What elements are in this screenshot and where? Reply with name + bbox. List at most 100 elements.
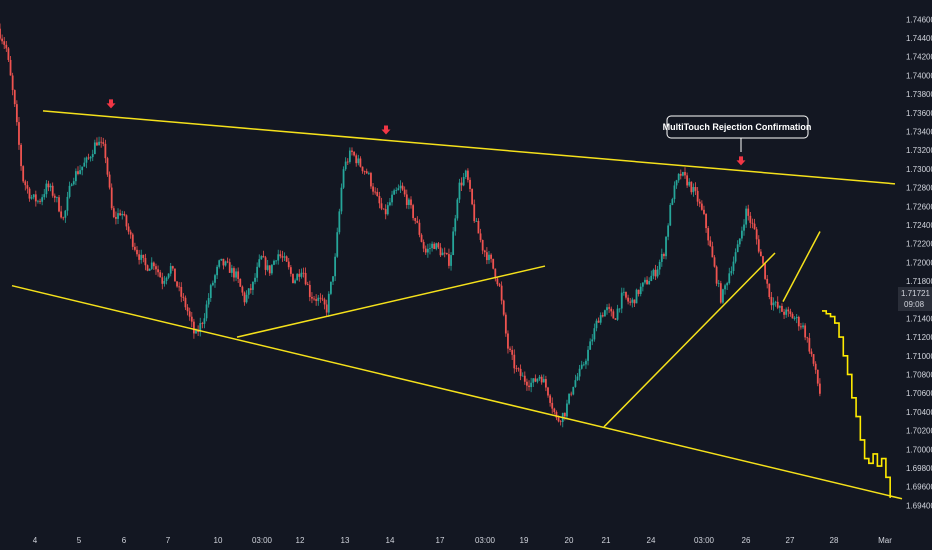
candle-body bbox=[292, 273, 294, 283]
candle-body bbox=[321, 298, 324, 300]
candle-body bbox=[117, 213, 119, 219]
candle-body bbox=[79, 170, 81, 174]
candle-body bbox=[776, 301, 779, 308]
trendline-lower-support[interactable] bbox=[11, 284, 903, 500]
trendline-inner-support-1[interactable] bbox=[236, 265, 546, 338]
candle-body bbox=[660, 254, 663, 262]
candle-body bbox=[199, 323, 202, 333]
candle-body bbox=[789, 311, 792, 314]
candle-body bbox=[656, 269, 659, 277]
time-tick-label: 24 bbox=[647, 536, 656, 545]
candle-body bbox=[509, 348, 511, 351]
candle-body bbox=[422, 241, 425, 249]
candle-body bbox=[688, 181, 691, 186]
candle-body bbox=[355, 155, 358, 164]
trendline-inner-support-2[interactable] bbox=[603, 252, 776, 428]
candle-body bbox=[372, 186, 374, 192]
candle-body bbox=[671, 199, 674, 205]
candle-body bbox=[222, 258, 225, 266]
candle-body bbox=[311, 296, 313, 299]
candle-body bbox=[395, 190, 398, 191]
candle-body bbox=[262, 256, 265, 258]
candle-body bbox=[45, 183, 48, 195]
candle-body bbox=[412, 205, 415, 219]
candle-body bbox=[407, 199, 410, 205]
candle-body bbox=[800, 326, 802, 328]
candle-body bbox=[521, 375, 524, 377]
candle-body bbox=[462, 177, 465, 186]
candle-body bbox=[667, 225, 670, 237]
candle-body bbox=[220, 258, 223, 261]
candle-body bbox=[793, 318, 796, 319]
candle-body bbox=[205, 304, 208, 319]
candle-body bbox=[726, 283, 729, 286]
candle-body bbox=[818, 383, 821, 394]
price-tick-label: 1.71200 bbox=[906, 333, 932, 342]
candlestick-series bbox=[0, 23, 821, 428]
candle-body bbox=[133, 246, 136, 250]
candle-body bbox=[530, 382, 533, 388]
candle-body bbox=[639, 286, 642, 295]
candle-body bbox=[492, 258, 495, 269]
candle-body bbox=[500, 285, 503, 301]
candle-body bbox=[226, 261, 229, 263]
candle-body bbox=[127, 226, 130, 232]
candle-body bbox=[795, 317, 798, 319]
candle-body bbox=[49, 185, 52, 188]
candle-body bbox=[123, 213, 126, 216]
time-tick-label: 27 bbox=[786, 536, 795, 545]
candle-body bbox=[332, 276, 334, 282]
candle-body bbox=[576, 376, 579, 381]
candle-body bbox=[551, 402, 554, 409]
candle-body bbox=[439, 247, 442, 256]
candle-body bbox=[724, 285, 726, 290]
candle-body bbox=[635, 289, 638, 304]
candle-body bbox=[452, 231, 455, 256]
candle-body bbox=[700, 203, 703, 210]
candle-body bbox=[772, 302, 775, 306]
candle-body bbox=[186, 307, 189, 312]
candle-body bbox=[338, 211, 341, 233]
candle-body bbox=[471, 188, 474, 205]
candle-body bbox=[15, 104, 18, 123]
trendline-upper-resistance[interactable] bbox=[42, 110, 896, 185]
price-tick-label: 1.73400 bbox=[906, 127, 932, 136]
candle-body bbox=[201, 323, 204, 324]
candle-body bbox=[479, 233, 482, 240]
trendlines[interactable] bbox=[11, 110, 903, 500]
candle-body bbox=[722, 289, 724, 303]
current-price-value: 1.71721 bbox=[901, 289, 930, 298]
candle-body bbox=[323, 299, 326, 305]
candle-body bbox=[96, 142, 98, 146]
candle-body bbox=[279, 254, 282, 257]
trendline-inner-support-3[interactable] bbox=[782, 231, 821, 302]
candle-body bbox=[620, 292, 623, 309]
candle-body bbox=[197, 330, 200, 333]
price-axis[interactable]: 1.74600 1.74400 1.74200 1.74000 1.73800 1.736… bbox=[906, 15, 932, 510]
candle-body bbox=[749, 215, 752, 223]
candle-body bbox=[781, 306, 783, 312]
candle-body bbox=[7, 48, 10, 60]
candle-body bbox=[207, 298, 210, 305]
candle-body bbox=[241, 286, 244, 293]
price-tick-label: 1.74400 bbox=[906, 34, 932, 43]
price-tick-label: 1.74600 bbox=[906, 15, 932, 24]
candle-body bbox=[91, 154, 94, 158]
candle-body bbox=[325, 304, 328, 313]
candle-body bbox=[47, 183, 50, 188]
annotation-callout[interactable]: MultiTouch Rejection Confirmation bbox=[663, 115, 812, 152]
candle-body bbox=[806, 337, 809, 339]
candle-body bbox=[751, 222, 754, 224]
candle-body bbox=[768, 283, 771, 297]
candle-body bbox=[690, 181, 693, 193]
candle-body bbox=[410, 199, 412, 206]
candle-body bbox=[692, 187, 695, 193]
candle-body bbox=[429, 248, 431, 249]
price-tick-label: 1.70600 bbox=[906, 389, 932, 398]
candle-body bbox=[454, 218, 457, 232]
candle-body bbox=[384, 209, 387, 215]
candle-body bbox=[239, 278, 242, 287]
time-axis[interactable]: 4 5 6 7 10 03:00 12 13 14 17 03:00 19 20 21 24 03:00 26 2… bbox=[33, 536, 892, 545]
candle-body bbox=[258, 259, 261, 267]
